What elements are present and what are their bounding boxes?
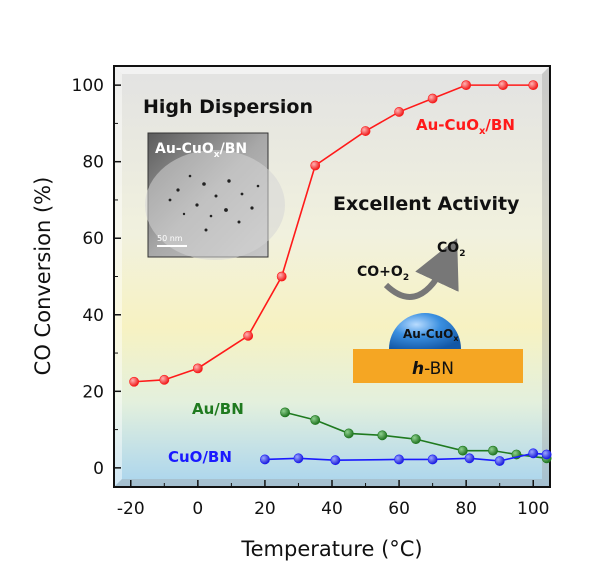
y-axis: 0 20 40 60 80 100 — [72, 76, 121, 479]
data-point-au-bn — [310, 415, 321, 425]
data-point-au-cuox-bn — [129, 376, 140, 387]
scale-bar-label: 50 nm — [157, 234, 183, 243]
data-point-au-cuox-bn — [192, 363, 203, 374]
data-point-cuo-bn — [528, 448, 539, 459]
data-point-au-bn — [488, 445, 498, 456]
x-tick-label: 60 — [388, 499, 410, 519]
data-point-au-cuox-bn — [360, 126, 371, 136]
data-point-cuo-bn — [330, 455, 341, 466]
x-tick-label: -20 — [117, 499, 145, 519]
data-point-au-cuox-bn — [159, 374, 170, 385]
annotation-excellent-activity: Excellent Activity — [333, 193, 520, 215]
y-tick-label: 40 — [82, 306, 104, 326]
data-point-cuo-bn — [293, 453, 304, 464]
data-point-au-cuox-bn — [394, 107, 404, 117]
data-point-cuo-bn — [394, 454, 404, 465]
x-tick-label: 0 — [192, 499, 203, 519]
series-au-bn — [280, 407, 552, 464]
series-line-au-cuox-bn — [134, 84, 534, 383]
y-axis-title: CO Conversion (%) — [31, 177, 55, 376]
series-cuo-bn — [260, 448, 552, 466]
support-slab — [353, 349, 523, 383]
data-point-au-bn — [410, 434, 421, 445]
data-point-cuo-bn — [541, 449, 552, 460]
data-point-au-bn — [343, 428, 354, 439]
x-tick-label: 20 — [254, 499, 276, 519]
reaction-schematic — [353, 238, 523, 383]
data-point-au-cuox-bn — [427, 93, 438, 104]
particle-label: Au-CuOx — [403, 327, 459, 343]
series-au-cuox-bn — [129, 80, 539, 387]
support-label: h-BN — [412, 359, 454, 379]
tem-inset-image — [145, 132, 285, 260]
data-point-cuo-bn — [260, 454, 270, 465]
series-label-cuo-bn: CuO/BN — [168, 448, 232, 466]
series-label-au-cuox-bn: Au-CuOx/BN — [416, 116, 515, 137]
reaction-arrow — [383, 238, 459, 300]
data-point-au-cuox-bn — [498, 80, 508, 91]
x-axis-title: Temperature (°C) — [240, 537, 422, 561]
data-point-au-cuox-bn — [528, 80, 539, 91]
x-tick-label: 80 — [455, 499, 477, 519]
frame-bevel — [114, 66, 550, 487]
data-point-cuo-bn — [464, 453, 475, 464]
product-label: CO2 — [437, 240, 465, 259]
data-point-au-bn — [280, 407, 290, 418]
data-point-au-cuox-bn — [461, 80, 472, 91]
x-tick-label: 40 — [321, 499, 343, 519]
data-point-cuo-bn — [494, 456, 505, 466]
data-point-au-cuox-bn — [276, 271, 287, 282]
catalyst-particle — [389, 313, 461, 349]
data-point-au-bn — [377, 430, 388, 441]
data-point-au-bn — [457, 445, 468, 456]
y-tick-label: 0 — [93, 459, 104, 479]
y-tick-label: 20 — [82, 382, 104, 402]
data-point-cuo-bn — [427, 454, 438, 465]
series-label-au-bn: Au/BN — [192, 400, 244, 418]
y-tick-label: 100 — [72, 76, 104, 96]
x-axis: -20 0 20 40 60 80 100 — [117, 480, 549, 519]
data-point-au-cuox-bn — [243, 330, 254, 341]
data-point-au-cuox-bn — [310, 160, 321, 171]
inset-label: Au-CuOx/BN — [155, 141, 247, 160]
series-layer — [129, 80, 552, 466]
annotation-high-dispersion: High Dispersion — [143, 96, 313, 118]
y-tick-label: 60 — [82, 229, 104, 249]
reactant-label: CO+O2 — [357, 264, 409, 283]
y-tick-label: 80 — [82, 153, 104, 173]
x-tick-label: 100 — [517, 499, 549, 519]
